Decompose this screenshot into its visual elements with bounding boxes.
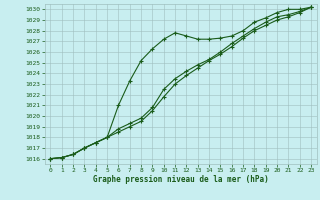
X-axis label: Graphe pression niveau de la mer (hPa): Graphe pression niveau de la mer (hPa) bbox=[93, 175, 269, 184]
